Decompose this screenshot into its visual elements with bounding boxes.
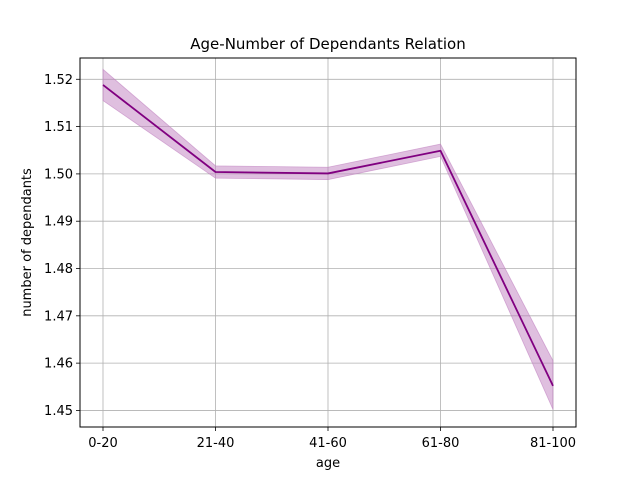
y-tick-label: 1.49 [44, 215, 73, 230]
y-axis-ticks: 1.45 1.46 1.47 1.48 1.49 1.50 1.51 1.52 [44, 73, 80, 419]
y-tick-label: 1.45 [44, 404, 73, 419]
x-tick-label: 81-100 [530, 436, 576, 451]
x-tick-label: 0-20 [88, 436, 118, 451]
x-axis-label: age [316, 456, 340, 471]
y-tick-label: 1.51 [44, 120, 73, 135]
x-tick-label: 61-80 [422, 436, 460, 451]
y-tick-label: 1.48 [44, 262, 73, 277]
series-line-group [102, 84, 554, 387]
series-line [102, 84, 554, 387]
y-tick-label: 1.52 [44, 73, 73, 88]
x-axis-ticks: 0-20 21-40 41-60 61-80 81-100 [88, 427, 576, 451]
confidence-band-area [102, 68, 554, 410]
x-tick-label: 21-40 [197, 436, 235, 451]
y-axis-label: number of dependants [20, 168, 35, 317]
y-tick-label: 1.46 [44, 357, 73, 372]
chart-title: Age-Number of Dependants Relation [190, 35, 465, 53]
confidence-band [102, 68, 554, 410]
y-tick-label: 1.47 [44, 309, 73, 324]
y-tick-label: 1.50 [44, 167, 73, 182]
x-tick-label: 41-60 [309, 436, 347, 451]
